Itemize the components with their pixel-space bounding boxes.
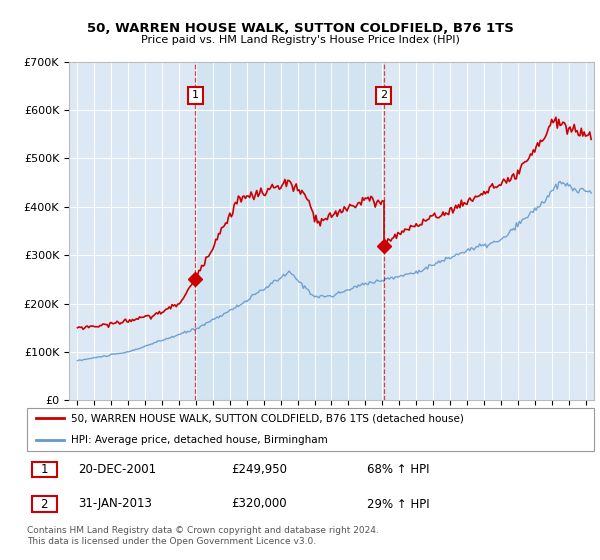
Text: 2: 2 xyxy=(380,91,387,100)
Text: 2: 2 xyxy=(41,497,48,511)
Text: £320,000: £320,000 xyxy=(231,497,287,511)
Bar xyxy=(32,462,57,477)
Text: HPI: Average price, detached house, Birmingham: HPI: Average price, detached house, Birm… xyxy=(71,435,328,445)
Text: 29% ↑ HPI: 29% ↑ HPI xyxy=(367,497,430,511)
Text: 1: 1 xyxy=(192,91,199,100)
Text: 50, WARREN HOUSE WALK, SUTTON COLDFIELD, B76 1TS (detached house): 50, WARREN HOUSE WALK, SUTTON COLDFIELD,… xyxy=(71,413,464,423)
Text: £249,950: £249,950 xyxy=(231,463,287,476)
Bar xyxy=(32,496,57,512)
Text: 1: 1 xyxy=(41,463,48,476)
Bar xyxy=(196,62,383,400)
Text: Price paid vs. HM Land Registry's House Price Index (HPI): Price paid vs. HM Land Registry's House … xyxy=(140,35,460,45)
Text: 68% ↑ HPI: 68% ↑ HPI xyxy=(367,463,430,476)
Text: 20-DEC-2001: 20-DEC-2001 xyxy=(78,463,156,476)
Text: 50, WARREN HOUSE WALK, SUTTON COLDFIELD, B76 1TS: 50, WARREN HOUSE WALK, SUTTON COLDFIELD,… xyxy=(86,22,514,35)
Text: Contains HM Land Registry data © Crown copyright and database right 2024.
This d: Contains HM Land Registry data © Crown c… xyxy=(27,526,379,546)
Text: 31-JAN-2013: 31-JAN-2013 xyxy=(78,497,152,511)
